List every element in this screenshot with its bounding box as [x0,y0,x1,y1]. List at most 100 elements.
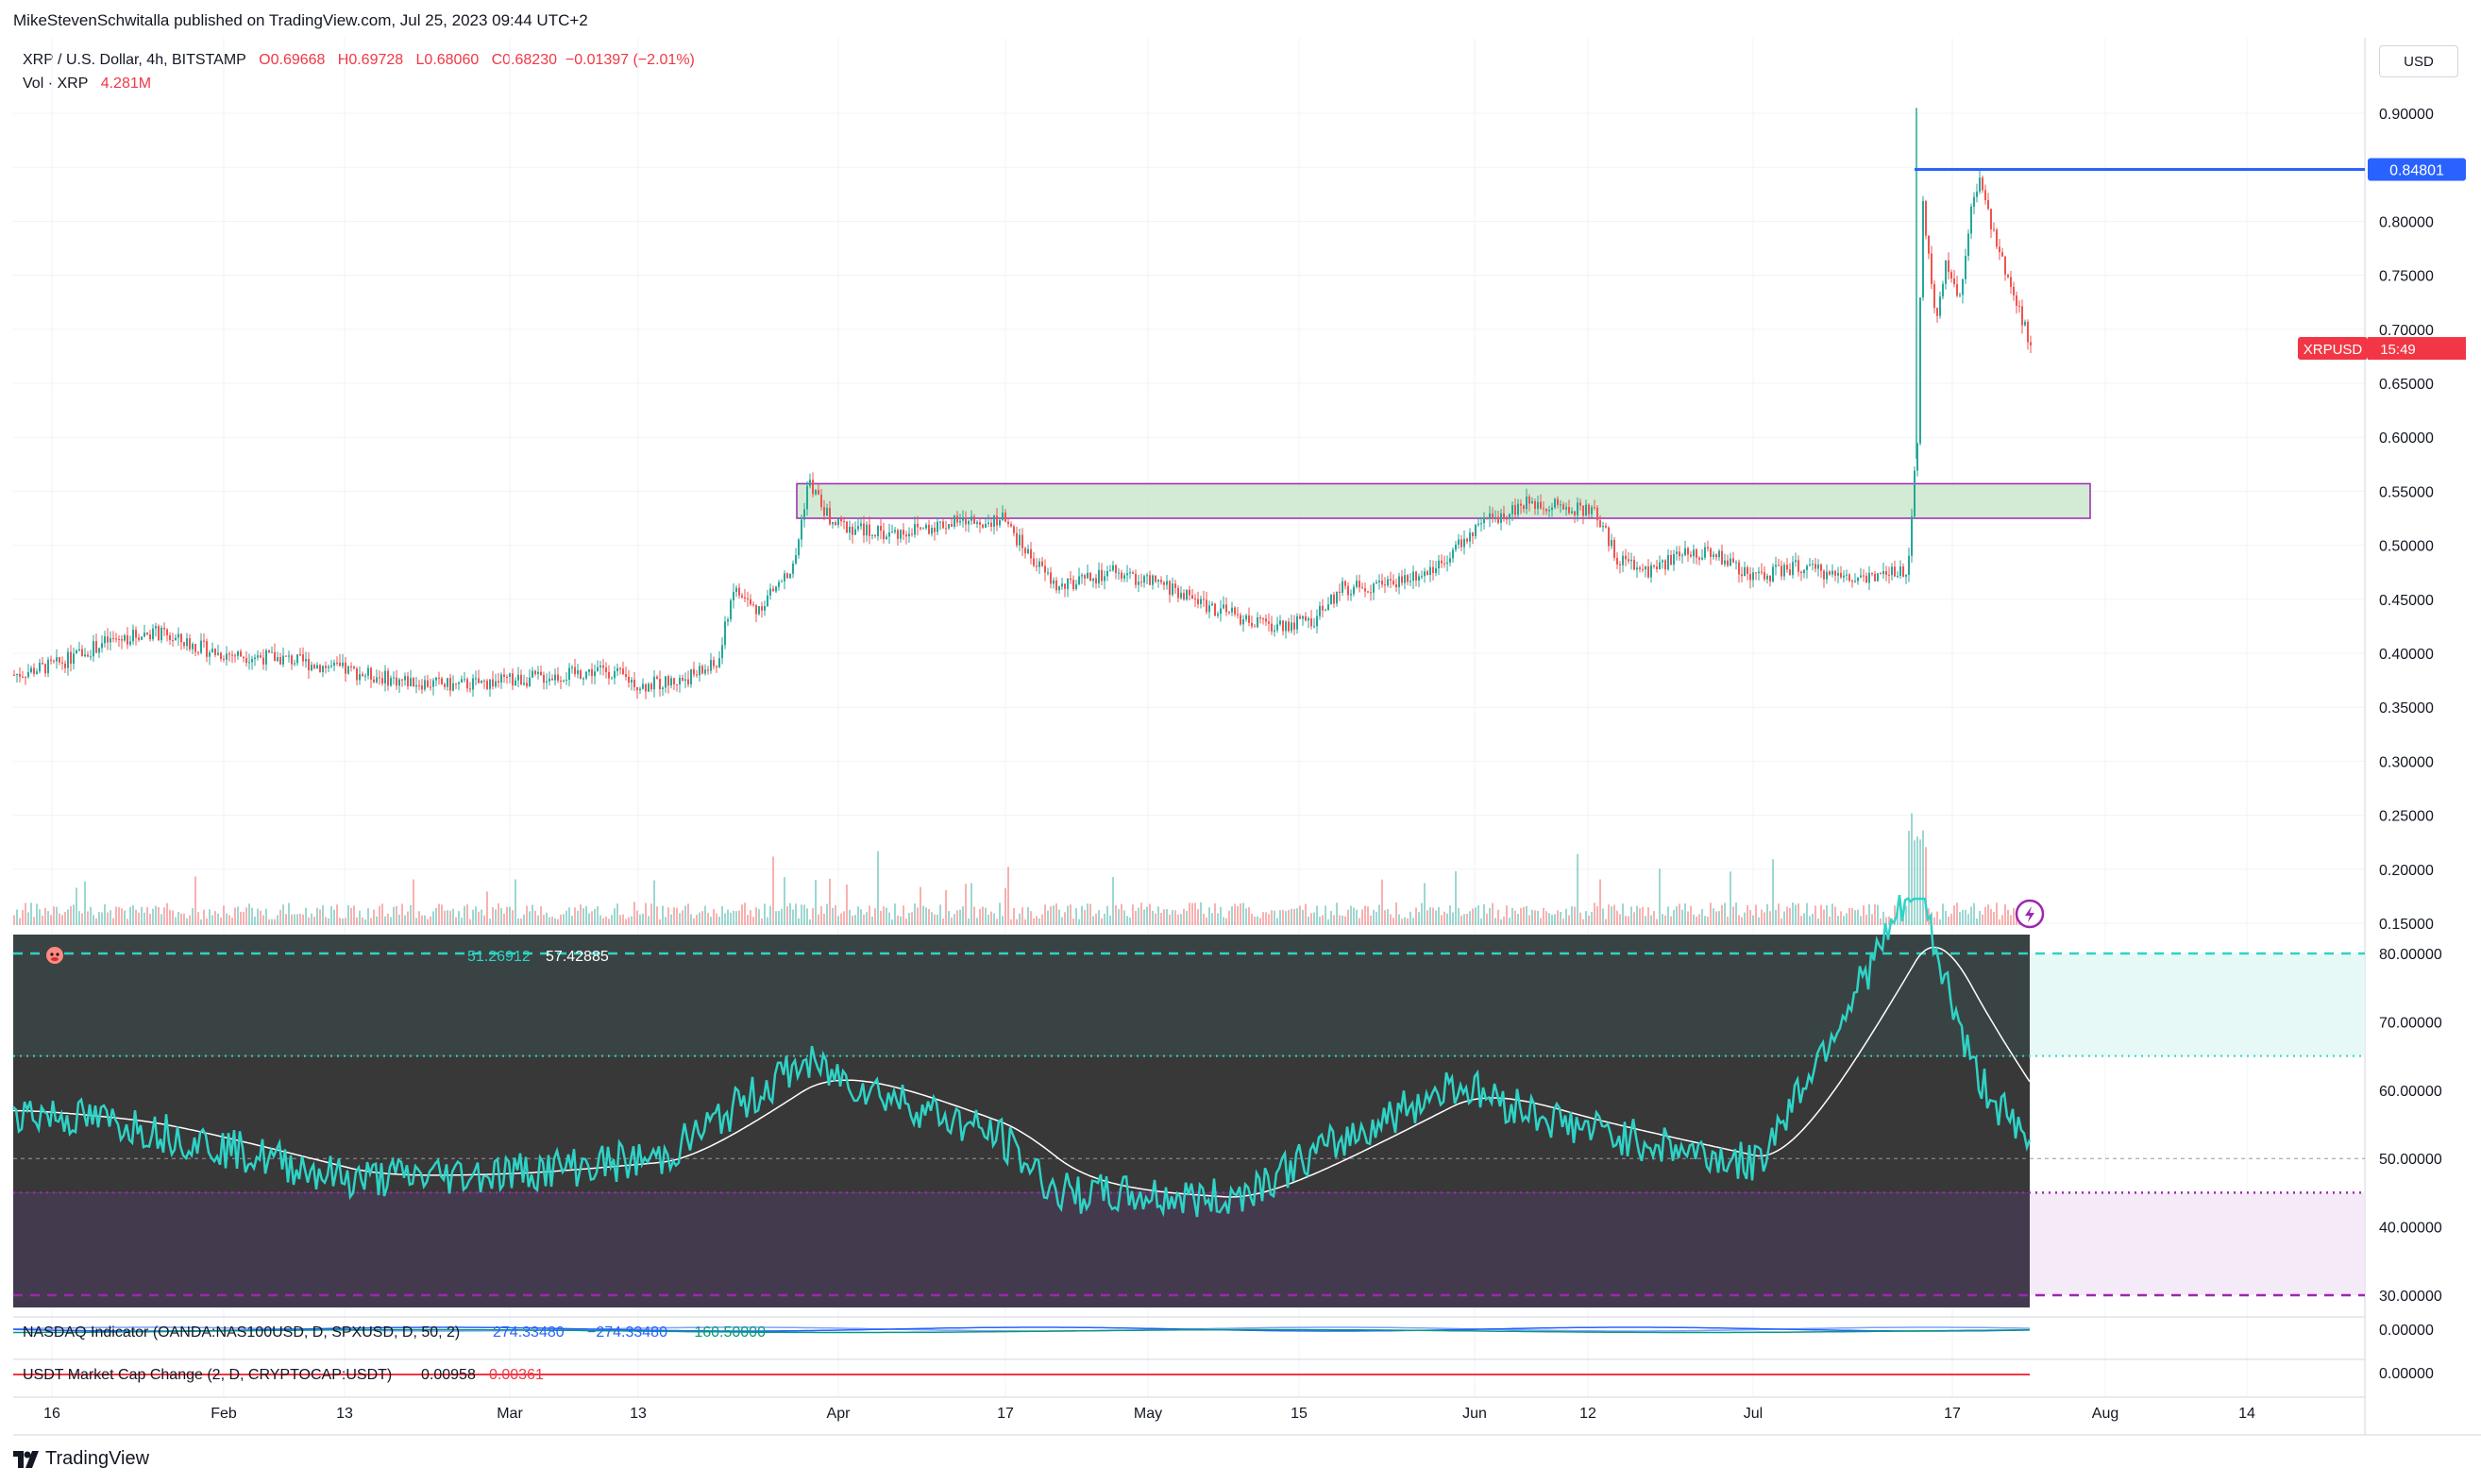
volume-bar [1591,912,1593,925]
volume-bar [248,903,250,925]
volume-label[interactable]: Vol · XRP [23,76,89,92]
volume-bar [254,916,256,925]
candle [1551,507,1553,511]
resistance-zone[interactable] [796,482,2091,519]
volume-bar [257,908,259,925]
volume-bar [362,917,363,925]
volume-bar [1274,910,1275,925]
volume-bar [1262,912,1264,925]
candle [1594,507,1595,509]
candle [973,516,975,524]
volume-bar [285,914,287,925]
volume-bar [1911,813,1913,925]
volume-bar [1925,847,1927,925]
candle [1534,500,1536,509]
volume-bar [1503,916,1505,925]
candle [730,600,732,620]
volume-bar [455,917,457,925]
time-tick: May [1134,1406,1162,1422]
candle [1483,517,1485,524]
volume-bar [350,907,352,925]
volume-bars [13,813,2032,925]
candle [563,680,565,682]
candle [2001,252,2003,257]
volume-bar [1840,911,1842,925]
candle [982,524,984,528]
candle [696,674,698,676]
candle [1662,560,1663,563]
time-axis[interactable]: 16 Feb 13 Mar 13 Apr 17 May 15 Jun 12 Jul 17 Aug 14 [43,1406,2255,1422]
volume-bar [1987,904,1989,925]
candle [1608,527,1610,547]
candle [1242,619,1244,625]
candle [1659,562,1661,570]
candle [1038,561,1040,567]
candle [254,657,256,660]
volume-bar [447,910,448,925]
candle [769,588,771,596]
candle [1976,191,1978,197]
candle [1112,565,1114,571]
volume-bar [1098,910,1100,925]
candle [1775,565,1777,567]
volume-bar [939,904,941,925]
volume-bar [1511,907,1513,925]
symbol-title[interactable]: XRP / U.S. Dollar, 4h, BITSTAMP [23,52,246,68]
candle [25,676,26,678]
volume-bar [888,912,890,925]
candle [367,667,369,676]
price-scale[interactable]: 0.900000.850000.800000.750000.700000.650… [2379,107,2442,1382]
volume-bar [53,906,55,925]
volume-bar [1104,913,1105,925]
candle [860,523,862,527]
currency-selector[interactable]: USD [2379,45,2458,77]
candle [1469,532,1471,542]
volume-bar [625,919,627,925]
volume-bar [1327,919,1329,925]
candle [1347,585,1349,596]
volume-bar [1186,911,1188,925]
candle [1237,614,1239,616]
candle [557,674,559,681]
volume-bar [356,917,358,925]
volume-bar [1276,918,1278,925]
candle [1452,549,1454,559]
candle [826,507,828,516]
candle [1288,621,1290,632]
tradingview-logo[interactable]: TradingView [13,1448,149,1470]
volume-bar [1225,918,1227,925]
candle [183,642,185,647]
volume-bar [1574,906,1576,925]
volume-bar [1662,914,1663,925]
volume-bar [373,909,375,925]
volume-bar [1772,859,1774,925]
candle [718,658,720,667]
volume-bar [1367,906,1369,925]
candle [1764,572,1765,580]
candle [90,656,92,658]
candle [2010,277,2012,287]
candle [1228,612,1230,614]
volume-bar [1084,910,1086,925]
volume-bar [704,905,706,925]
lightning-icon[interactable] [2015,899,2045,929]
volume-bar [393,906,395,925]
volume-bar [701,911,703,925]
candle [129,641,131,645]
volume-bar [500,907,502,925]
candle [1426,571,1428,576]
price-tick: 0.90000 [2379,107,2434,123]
candle [1299,616,1301,619]
candle [98,648,100,653]
volume-bar [993,913,995,925]
volume-bar [481,909,482,925]
volume-bar [843,911,845,925]
volume-bar [13,915,15,925]
volume-bar [937,914,938,925]
volume-bar [25,902,26,925]
candle [149,634,151,640]
volume-bar [1826,904,1828,925]
volume-bar [1390,914,1392,925]
candle [95,641,97,653]
